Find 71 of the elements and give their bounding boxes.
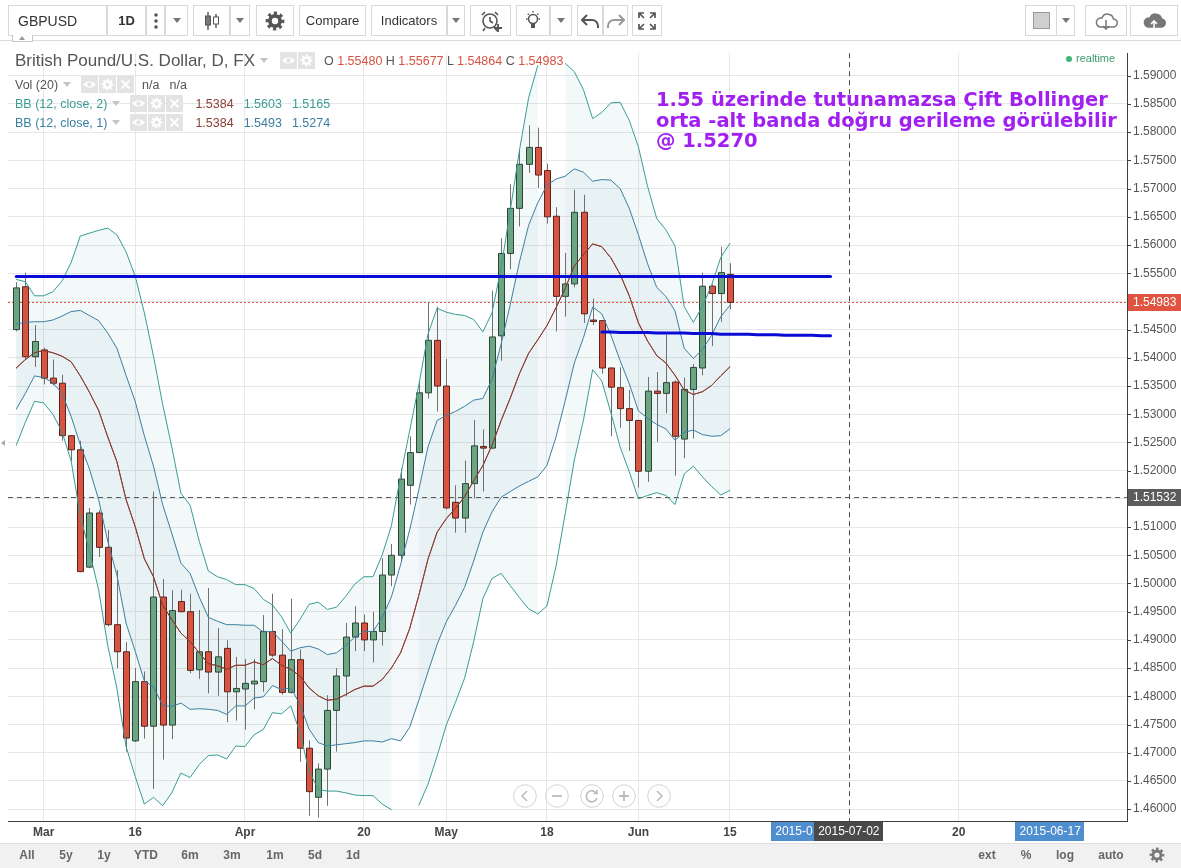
- annotation: n/a: [142, 77, 160, 92]
- y-tick-label: 1.48000: [1133, 688, 1177, 703]
- x-tick-label: 2015-07-02: [818, 824, 880, 839]
- annotation: 1.5274: [291, 115, 331, 130]
- text: BB (12, close, 1): [15, 115, 108, 130]
- text: 1d: [345, 848, 361, 862]
- y-tick-label: 1.50000: [1133, 575, 1177, 590]
- x-tick-label: May: [434, 824, 459, 839]
- chart-title: British Pound/U.S. Dollar, D, FX: [15, 50, 255, 71]
- chart-subtitle: O 1.55480 H 1.55677 L 1.54864 C 1.54983: [323, 53, 564, 68]
- text: All: [19, 848, 35, 862]
- y-tick-label: 1.54500: [1133, 321, 1177, 336]
- y-tick-label: 1.48500: [1133, 660, 1177, 675]
- y-tick-label: 1.47000: [1133, 745, 1177, 760]
- annotation: 1.5493: [243, 115, 282, 130]
- x-tick-label: Mar: [33, 824, 55, 839]
- annotation: 1.5384: [195, 96, 234, 111]
- annotation: realtime: [1076, 52, 1116, 64]
- text: 5d: [307, 848, 323, 862]
- ref-line-label: 1.51532: [1133, 489, 1177, 504]
- annotation: n/a: [169, 77, 187, 92]
- text: ext: [978, 848, 996, 862]
- text: 1y: [97, 848, 111, 862]
- text: YTD: [134, 848, 158, 862]
- y-tick-label: 1.49500: [1133, 604, 1177, 619]
- text: %: [1020, 848, 1032, 862]
- annotation: 1.5603: [243, 96, 282, 111]
- y-tick-label: 1.53500: [1133, 378, 1177, 393]
- y-tick-label: 1.46500: [1133, 773, 1177, 788]
- y-tick-label: 1.54000: [1133, 350, 1177, 365]
- y-tick-label: 1.50500: [1133, 547, 1177, 562]
- y-tick-label: 1.55500: [1133, 265, 1177, 280]
- y-tick-label: 1.56000: [1133, 237, 1177, 252]
- text: 5y: [59, 848, 73, 862]
- x-tick-label: 16: [128, 824, 143, 839]
- text: 6m: [181, 848, 199, 862]
- text: BB (12, close, 2): [15, 96, 108, 111]
- button: GBPUSD: [8, 5, 107, 36]
- y-tick-label: 1.49000: [1133, 632, 1177, 647]
- y-tick-label: 1.57500: [1133, 152, 1177, 167]
- y-tick-label: 1.47500: [1133, 716, 1177, 731]
- x-tick-label: Apr: [234, 824, 256, 839]
- x-tick-label: 18: [540, 824, 554, 839]
- y-tick-label: 1.46000: [1133, 801, 1177, 816]
- y-tick-label: 1.52500: [1133, 434, 1177, 449]
- text: auto: [1098, 848, 1124, 862]
- x-tick-label: 20: [951, 824, 966, 839]
- x-tick-label: 15: [723, 824, 737, 839]
- ref-line-label: 1.54983: [1133, 295, 1177, 310]
- annotation: 1.5165: [291, 96, 331, 111]
- y-tick-label: 1.53000: [1133, 406, 1177, 421]
- annotation: 1.55 üzerinde tutunamazsa Çift Bollinger orta -alt banda doğru gerileme görülebilir @ 1.5270: [656, 88, 1118, 152]
- x-tick-label: 2015-0: [775, 824, 813, 839]
- x-tick-label: 2015-06-17: [1019, 824, 1082, 839]
- annotation: Vol (20): [15, 77, 59, 92]
- button: 1D: [107, 5, 146, 36]
- x-tick-label: 20: [357, 824, 371, 839]
- y-tick-label: 1.59000: [1133, 68, 1177, 83]
- text: 3m: [223, 848, 241, 862]
- y-tick-label: 1.51000: [1133, 519, 1177, 534]
- button: Compare: [299, 5, 366, 36]
- text: log: [1056, 848, 1074, 862]
- y-tick-label: 1.58000: [1133, 124, 1177, 139]
- y-tick-label: 1.58500: [1133, 96, 1177, 111]
- y-tick-label: 1.52000: [1133, 462, 1177, 477]
- y-tick-label: 1.57000: [1133, 180, 1177, 195]
- button: Indicators: [371, 5, 447, 36]
- text: 1m: [266, 848, 284, 862]
- y-tick-label: 1.56500: [1133, 209, 1177, 224]
- x-tick-label: Jun: [627, 824, 650, 839]
- annotation: 1.5384: [195, 115, 234, 130]
